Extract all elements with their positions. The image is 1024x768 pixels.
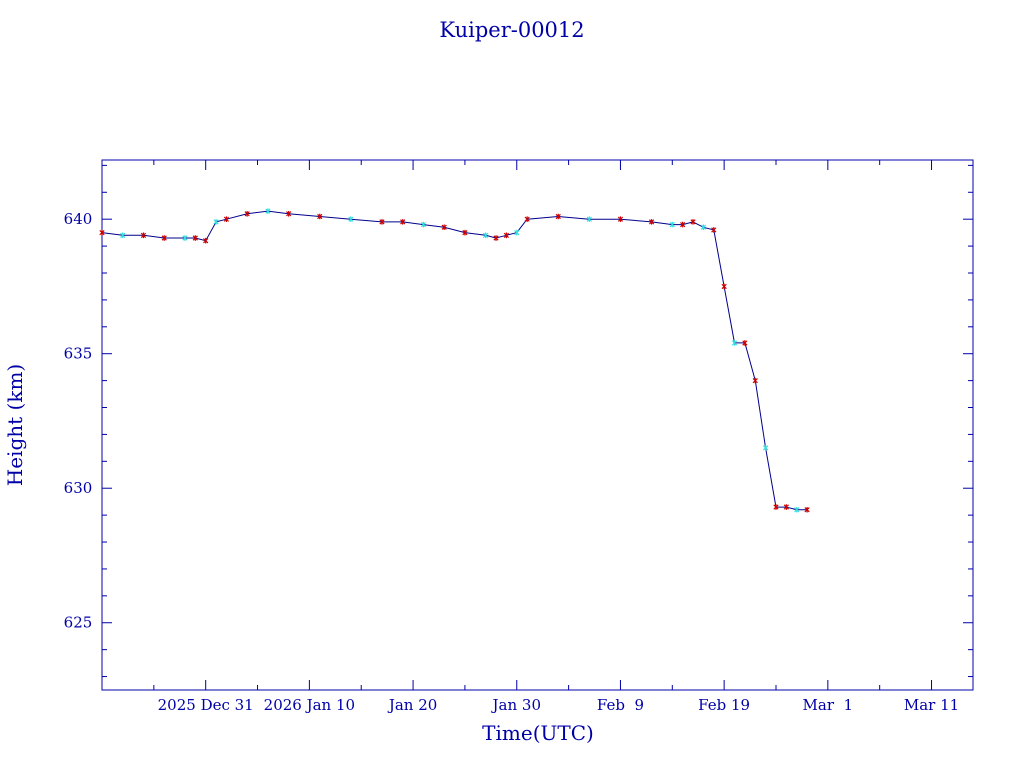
data-point bbox=[286, 211, 292, 217]
y-tick-label: 640 bbox=[64, 210, 93, 228]
series-line bbox=[101, 210, 808, 511]
y-tick-label: 635 bbox=[64, 345, 93, 363]
x-tick-label: 2026 Jan 10 bbox=[264, 696, 355, 714]
x-tick-label: 2025 Dec 31 bbox=[158, 696, 254, 714]
data-point bbox=[680, 221, 686, 228]
data-point bbox=[794, 506, 800, 513]
x-tick-labels: 2025 Dec 31 2026 Jan 10 Jan 20 Jan 30 Feb 9 F… bbox=[158, 696, 960, 714]
data-point bbox=[203, 237, 209, 244]
data-point bbox=[711, 227, 717, 233]
data-point bbox=[721, 283, 727, 290]
y-axis-label: Height (km) bbox=[3, 364, 27, 486]
data-point bbox=[503, 232, 510, 239]
data-point bbox=[742, 340, 748, 346]
x-tick-label: Jan 30 bbox=[491, 696, 541, 714]
data-point bbox=[524, 216, 530, 222]
data-point bbox=[192, 235, 198, 241]
x-tick-label: Mar 11 bbox=[904, 696, 959, 714]
data-point bbox=[441, 224, 447, 231]
x-axis-label: Time(UTC) bbox=[482, 721, 594, 745]
data-point bbox=[348, 216, 354, 222]
data-point bbox=[265, 208, 271, 214]
height-series bbox=[99, 208, 810, 513]
data-point bbox=[317, 213, 323, 220]
data-point bbox=[617, 216, 624, 222]
data-point bbox=[223, 216, 230, 222]
data-point bbox=[752, 377, 758, 384]
data-point bbox=[379, 219, 385, 225]
data-point bbox=[648, 219, 655, 225]
data-point bbox=[400, 219, 406, 225]
data-point bbox=[120, 232, 126, 239]
data-point bbox=[514, 229, 520, 236]
y-tick-label: 630 bbox=[64, 479, 93, 497]
data-point bbox=[804, 506, 810, 513]
data-point bbox=[483, 232, 489, 239]
x-tick-label: Feb 19 bbox=[698, 696, 750, 714]
data-point bbox=[669, 221, 675, 228]
x-tick-label: Mar 1 bbox=[803, 696, 854, 714]
data-point bbox=[783, 504, 789, 510]
data-point bbox=[555, 213, 561, 220]
x-tick-label: Jan 20 bbox=[387, 696, 437, 714]
data-point bbox=[773, 504, 779, 510]
data-point bbox=[700, 224, 707, 231]
y-tick-label: 625 bbox=[64, 614, 93, 632]
data-point bbox=[244, 211, 250, 217]
data-point bbox=[762, 445, 769, 451]
chart-title: Kuiper-00012 bbox=[439, 18, 584, 42]
plot-frame bbox=[101, 159, 974, 691]
data-point bbox=[731, 340, 738, 346]
data-point bbox=[462, 229, 468, 236]
data-point bbox=[161, 235, 167, 241]
data-point bbox=[140, 232, 147, 239]
axis-ticks bbox=[101, 160, 973, 690]
data-point bbox=[213, 219, 219, 225]
x-tick-label: Feb 9 bbox=[597, 696, 644, 714]
data-point bbox=[182, 235, 188, 241]
y-tick-labels: 625 630 635 640 bbox=[64, 210, 93, 632]
data-point bbox=[420, 221, 427, 228]
data-point bbox=[99, 229, 105, 236]
data-point bbox=[586, 216, 592, 222]
data-point bbox=[493, 235, 499, 241]
data-point bbox=[690, 219, 696, 225]
